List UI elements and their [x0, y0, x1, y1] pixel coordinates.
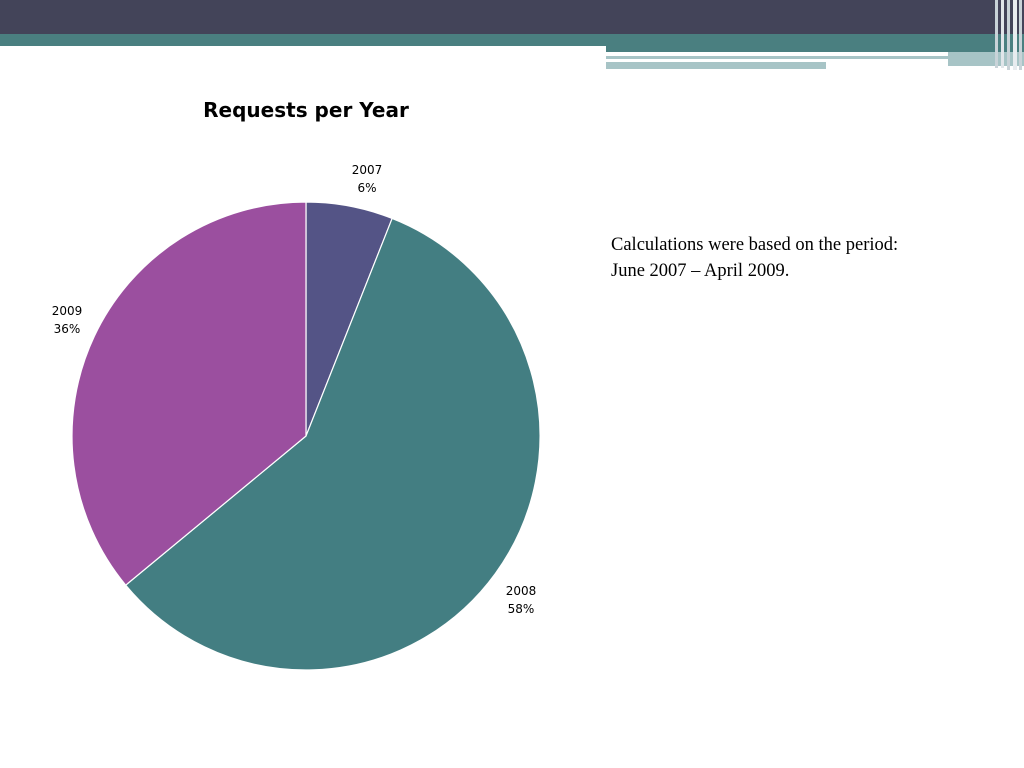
note-line-1: Calculations were based on the period: — [611, 235, 899, 255]
data-label-category: 2009 — [51, 304, 83, 318]
pie-slice-2009 — [71, 201, 307, 587]
data-label-percent: 58% — [507, 602, 535, 616]
calculation-period-note: Calculations were based on the period: J… — [611, 232, 1011, 284]
data-label-percent: 6% — [357, 181, 377, 195]
pie-slice-2008 — [124, 217, 541, 671]
header-teal-extension — [606, 46, 1024, 52]
chart-title: Requests per Year — [203, 98, 409, 122]
header-dark-band — [0, 0, 1024, 34]
slide-header-decoration — [0, 0, 1024, 70]
note-line-2: June 2007 – April 2009. — [611, 261, 790, 281]
header-light-stripe-lower — [606, 62, 826, 69]
data-label-category: 2007 — [351, 163, 383, 177]
data-label-2008: 2008 58% — [491, 582, 551, 618]
header-light-stripe — [606, 56, 948, 59]
data-label-category: 2008 — [505, 584, 537, 598]
data-label-2007: 2007 6% — [337, 161, 397, 197]
data-label-2009: 2009 36% — [37, 302, 97, 338]
header-edge-lines — [995, 0, 1022, 70]
header-teal-band — [0, 34, 1024, 46]
header-light-stripe-right — [948, 52, 1024, 66]
data-label-percent: 36% — [53, 322, 81, 336]
